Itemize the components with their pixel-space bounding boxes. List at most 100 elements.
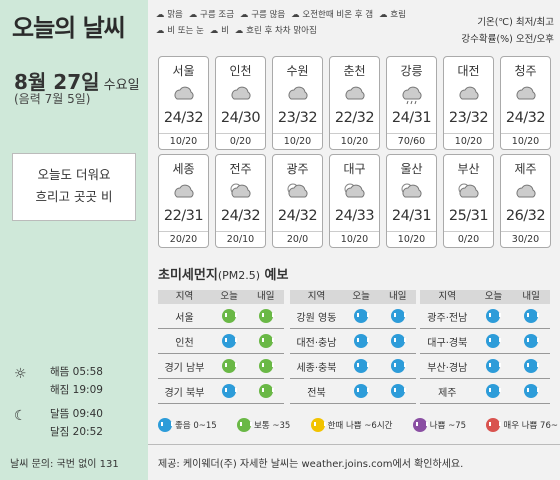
dust-tomorrow-green-icon <box>258 384 274 398</box>
red-face-icon <box>486 418 502 432</box>
city-precip: 30/20 <box>501 231 550 245</box>
city-card: 청주 24/32 10/20 <box>500 56 551 150</box>
rain-icon <box>399 83 425 105</box>
legend-item: ☁ 맑음 <box>156 10 183 20</box>
city-card: 전주 24/32 20/10 <box>215 154 266 248</box>
city-temp: 24/31 <box>391 110 432 126</box>
dust-region: 광주·전남 <box>427 312 468 324</box>
dust-tomorrow-green-icon <box>258 359 274 373</box>
cloudy-icon <box>513 181 539 203</box>
cloudy-icon <box>285 83 311 105</box>
dust-title: 초미세먼지(PM2.5) 예보 <box>158 268 289 283</box>
city-precip: 10/20 <box>330 133 379 147</box>
yellow-face-icon <box>310 418 326 432</box>
city-precip: 0/20 <box>444 231 493 245</box>
dust-row: 광주·전남 <box>420 304 550 329</box>
legend-item: ☁ 오전한때 비온 후 갬 <box>291 10 374 20</box>
dust-tomorrow-blue-icon <box>524 334 540 348</box>
dust-region: 강원 영동 <box>296 312 337 324</box>
city-precip: 10/20 <box>501 133 550 147</box>
city-precip: 10/20 <box>444 133 493 147</box>
dust-row: 강원 영동 <box>290 304 416 329</box>
dust-today-blue-icon <box>222 384 238 398</box>
dust-table-header: 지역 오늘 내일 <box>158 290 284 304</box>
dust-table-header: 지역 오늘 내일 <box>290 290 416 304</box>
city-name: 세종 <box>172 162 195 176</box>
city-name: 춘천 <box>343 64 366 78</box>
dust-today-blue-icon <box>354 309 370 323</box>
dust-legend-item: 보통 ~35 <box>237 418 290 432</box>
dust-table: 지역 오늘 내일 강원 영동 대전·충남 세종·충북 전북 <box>290 290 416 404</box>
sun-icon: ☼ <box>14 366 27 382</box>
dust-today-green-icon <box>222 309 238 323</box>
partly-cloudy-icon <box>228 181 254 203</box>
city-precip: 20/0 <box>273 231 322 245</box>
city-name: 부산 <box>457 162 480 176</box>
dust-tomorrow-blue-icon <box>390 359 406 373</box>
summary-note: 오늘도 더워요 흐리고 곳곳 비 <box>12 153 136 221</box>
dust-legend-item: 나쁨 ~75 <box>412 418 466 432</box>
divider <box>148 444 560 445</box>
footer-credit: 제공: 케이웨더(주) 자세한 날씨는 weather.joins.com에서 … <box>158 459 464 470</box>
city-name: 광주 <box>286 162 309 176</box>
dust-tomorrow-blue-icon <box>524 359 540 373</box>
date: 8월 27일 수요일 <box>14 70 140 94</box>
dust-row: 부산·경남 <box>420 354 550 379</box>
moon-icon: ☾ <box>14 408 27 424</box>
dust-legend: 좋음 0~15 보통 ~35 한때 나쁨 ~6시간 나쁨 ~75 매우 나쁨 76~ <box>158 418 558 432</box>
city-precip: 70/60 <box>387 133 436 147</box>
main-panel: ☁ 맑음 ☁ 구름 조금 ☁ 구름 많음 ☁ 오전한때 비온 후 갬 ☁ 흐림 ☁ 비 또… <box>148 0 560 480</box>
dust-table-header: 지역 오늘 내일 <box>420 290 550 304</box>
dust-tomorrow-blue-icon <box>390 334 406 348</box>
city-precip: 10/20 <box>273 133 322 147</box>
partly-cloudy-icon <box>456 181 482 203</box>
city-card: 세종 22/31 20/20 <box>158 154 209 248</box>
lunar-date: (음력 7월 5일) <box>14 92 91 106</box>
legend-item: ☁ 비 또는 눈 <box>156 26 204 36</box>
blue-face-icon <box>158 418 173 432</box>
dust-today-blue-icon <box>222 334 238 348</box>
dust-region: 제주 <box>438 387 457 399</box>
legend-item: ☁ 비 <box>209 26 229 36</box>
dust-region: 대전·충남 <box>296 337 337 349</box>
page-title: 오늘의 날씨 <box>12 14 126 42</box>
dust-row: 대구·경북 <box>420 329 550 354</box>
dust-legend-item: 한때 나쁨 ~6시간 <box>310 418 392 432</box>
legend-item: ☁ 구름 많음 <box>240 10 286 20</box>
city-card: 부산 25/31 0/20 <box>443 154 494 248</box>
city-temp: 24/31 <box>391 208 432 224</box>
city-card: 서울 24/32 10/20 <box>158 56 209 150</box>
legend-item: ☁ 구름 조금 <box>188 10 235 20</box>
dust-legend-item: 매우 나쁨 76~ <box>486 418 558 432</box>
dust-row: 전북 <box>290 379 416 404</box>
dust-region: 경기 남부 <box>164 362 205 374</box>
legend-item: ☁ 흐린 후 차차 맑아짐 <box>234 26 317 36</box>
green-face-icon <box>237 418 253 432</box>
dust-today-blue-icon <box>486 334 502 348</box>
city-temp: 22/31 <box>163 208 204 224</box>
city-name: 인천 <box>229 64 252 78</box>
cloudy-icon <box>171 83 197 105</box>
contact-info: 날씨 문의: 국번 없이 131 <box>10 459 119 470</box>
city-name: 청주 <box>514 64 537 78</box>
partly-cloudy-icon <box>285 181 311 203</box>
dust-today-blue-icon <box>354 384 370 398</box>
dust-tomorrow-blue-icon <box>524 309 540 323</box>
cloudy-icon <box>228 83 254 105</box>
dust-row: 인천 <box>158 329 284 354</box>
units-note: 기온(℃) 최저/최고 강수확률(%) 오전/오후 <box>461 17 554 45</box>
city-card: 대구 24/33 10/20 <box>329 154 380 248</box>
dust-today-blue-icon <box>486 309 502 323</box>
partly-cloudy-icon <box>399 181 425 203</box>
dust-tomorrow-blue-icon <box>524 384 540 398</box>
city-card: 춘천 22/32 10/20 <box>329 56 380 150</box>
city-card: 제주 26/32 30/20 <box>500 154 551 248</box>
city-card: 수원 23/32 10/20 <box>272 56 323 150</box>
dust-row: 제주 <box>420 379 550 404</box>
cloudy-icon <box>171 181 197 203</box>
dust-region: 전북 <box>307 387 326 399</box>
cloudy-icon <box>513 83 539 105</box>
city-precip: 20/20 <box>159 231 208 245</box>
dust-region: 인천 <box>175 337 194 349</box>
dust-table: 지역 오늘 내일 광주·전남 대구·경북 부산·경남 제주 <box>420 290 550 404</box>
